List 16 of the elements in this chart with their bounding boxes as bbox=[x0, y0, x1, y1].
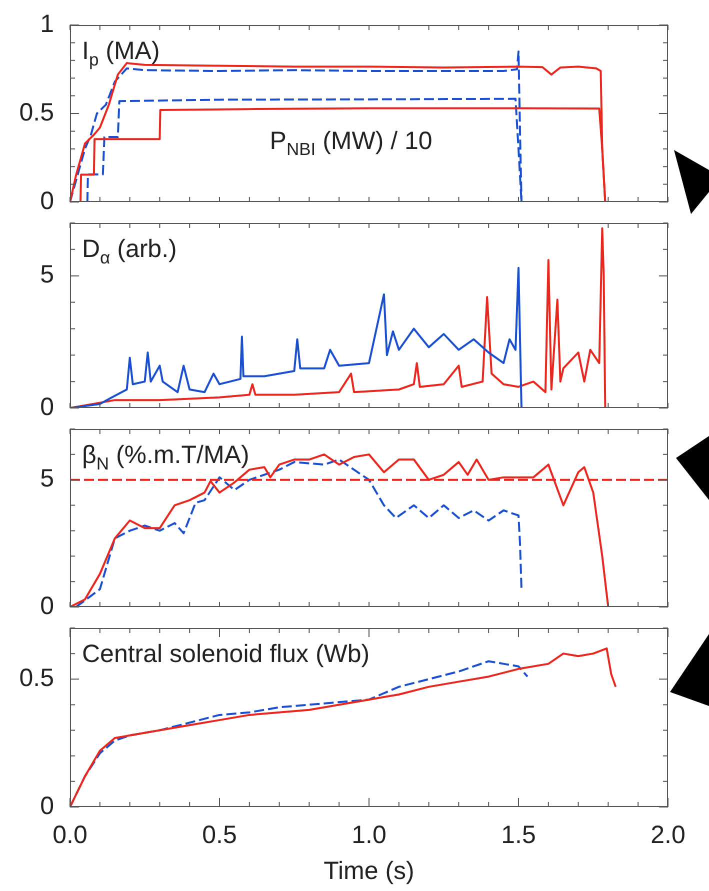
y-tick-label: 5 bbox=[40, 464, 54, 493]
y-tick-label: 0 bbox=[40, 592, 54, 620]
x-tick-label: 0.5 bbox=[202, 820, 237, 849]
y-tick-label: 0.5 bbox=[19, 98, 54, 126]
x-tick-label: 0.0 bbox=[52, 820, 88, 849]
y-tick-label: 0 bbox=[40, 792, 54, 820]
x-axis-title: Time (s) bbox=[324, 856, 414, 885]
y-tick-label: 0.5 bbox=[19, 664, 54, 692]
text: Central solenoid flux (Wb) bbox=[82, 640, 370, 668]
y-tick-label: 5 bbox=[40, 260, 54, 289]
x-tick-label: 1.0 bbox=[352, 820, 386, 849]
x-tick-label: 1.5 bbox=[501, 820, 536, 849]
y-tick-label: 0 bbox=[40, 186, 54, 215]
y-tick-label: 0 bbox=[40, 392, 54, 421]
y-tick-label: 1 bbox=[40, 10, 54, 38]
x-tick-label: 2.0 bbox=[650, 820, 686, 849]
